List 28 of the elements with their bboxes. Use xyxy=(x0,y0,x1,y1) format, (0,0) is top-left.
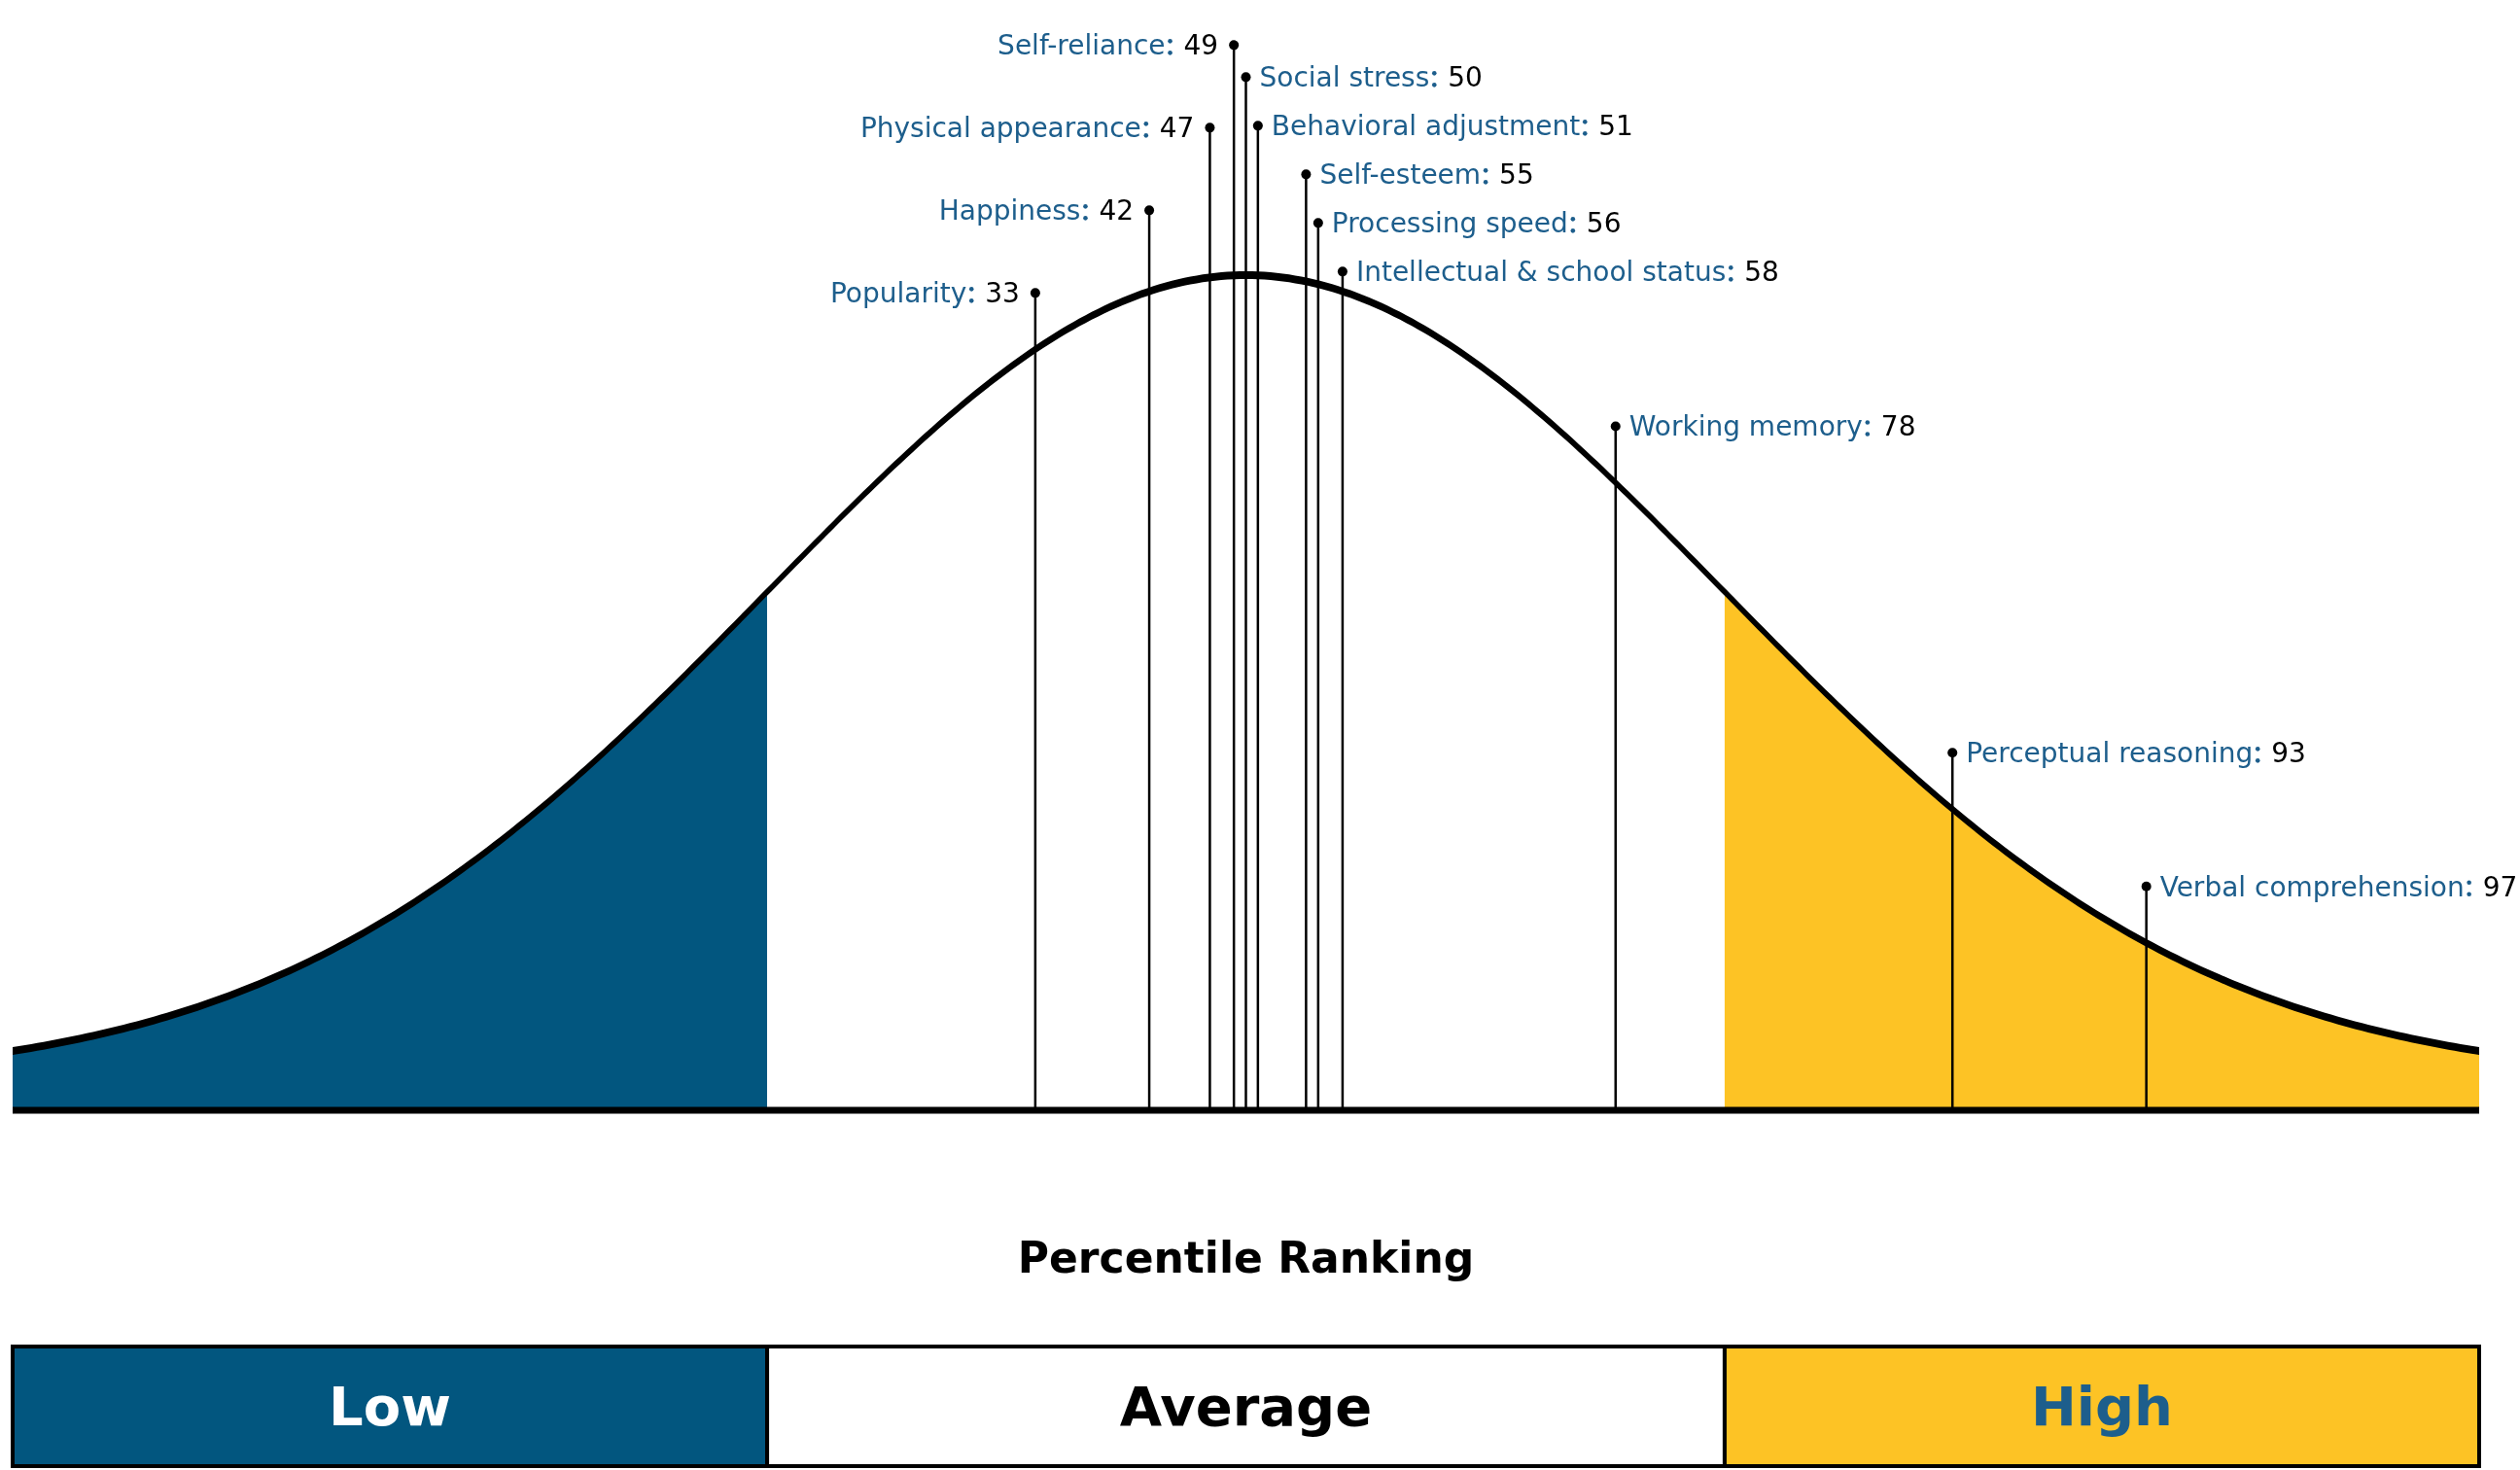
data-label: 42 xyxy=(1099,194,1135,228)
data-label: 49 xyxy=(1183,29,1219,62)
category-label: Behavioral adjustment xyxy=(1271,110,1581,143)
category-label: Social stress xyxy=(1259,61,1430,94)
data-label: 93 xyxy=(2271,737,2306,770)
text: Average xyxy=(1119,1375,1373,1439)
data-label: 55 xyxy=(1499,158,1534,192)
text: Percentile Ranking xyxy=(1017,1233,1475,1283)
category-label: Intellectual & school status xyxy=(1355,256,1727,289)
data-label: 47 xyxy=(1159,112,1195,145)
category-label: Happiness xyxy=(938,194,1081,228)
category-label: Physical appearance xyxy=(859,112,1141,145)
data-label: 56 xyxy=(1586,207,1622,240)
data-label: 50 xyxy=(1448,61,1483,94)
data-label: 58 xyxy=(1744,256,1779,289)
data-label: 51 xyxy=(1598,110,1633,143)
data-label: 33 xyxy=(985,277,1020,310)
category-label: Working memory xyxy=(1628,410,1863,443)
data-label: 97 xyxy=(2482,870,2518,903)
category-label: Self-esteem xyxy=(1319,158,1482,192)
category-label: Perceptual reasoning xyxy=(1966,737,2254,770)
text: Low xyxy=(329,1375,451,1439)
category-label: Self-reliance xyxy=(998,29,1166,62)
text: High xyxy=(2030,1375,2173,1439)
data-label: 78 xyxy=(1880,410,1916,443)
category-label: Popularity xyxy=(829,277,967,310)
category-label: Processing speed xyxy=(1331,207,1568,240)
category-label: Verbal comprehension xyxy=(2159,870,2465,903)
